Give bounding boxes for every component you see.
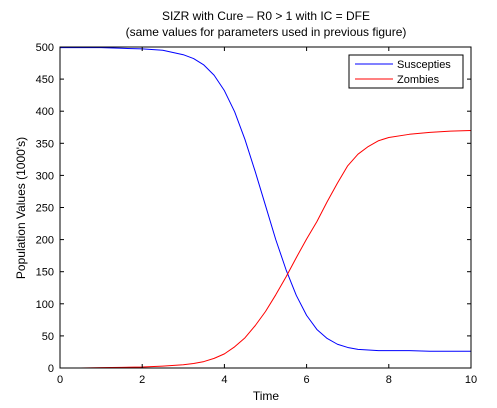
- y-tick-label: 100: [36, 299, 54, 311]
- chart-title: SIZR with Cure – R0 > 1 with IC = DFE: [162, 9, 370, 23]
- y-tick-label: 250: [36, 203, 54, 215]
- x-tick-label: 2: [139, 374, 145, 386]
- legend-label-zombies: Zombies: [397, 74, 440, 86]
- x-tick-label: 0: [57, 374, 63, 386]
- y-tick-label: 50: [42, 331, 54, 343]
- y-axis-label: Population Values (1000's): [14, 137, 28, 279]
- y-axis-ticks: 0 50 100 150 200 250 300 350 400 450 500: [36, 42, 471, 375]
- y-tick-label: 0: [48, 363, 54, 375]
- y-tick-label: 450: [36, 74, 54, 86]
- legend-label-suscepties: Suscepties: [397, 59, 451, 71]
- x-tick-label: 4: [221, 374, 227, 386]
- plot-area: [60, 47, 471, 368]
- y-tick-label: 150: [36, 267, 54, 279]
- x-tick-label: 8: [386, 374, 392, 386]
- x-tick-label: 10: [465, 374, 477, 386]
- y-tick-label: 400: [36, 106, 54, 118]
- y-tick-label: 500: [36, 42, 54, 54]
- series-line-suscepties: [60, 47, 471, 352]
- y-tick-label: 200: [36, 235, 54, 247]
- series-layer: [60, 47, 472, 369]
- x-axis-ticks: 0 2 4 6 8 10: [57, 47, 477, 386]
- legend-box: [348, 54, 464, 89]
- y-tick-label: 350: [36, 138, 54, 150]
- legend: Suscepties Zombies: [348, 54, 464, 89]
- chart-subtitle: (same values for parameters used in prev…: [126, 25, 407, 39]
- y-tick-label: 300: [36, 170, 54, 182]
- x-tick-label: 6: [304, 374, 310, 386]
- series-line-zombies: [60, 129, 472, 369]
- x-axis-label: Time: [253, 389, 280, 403]
